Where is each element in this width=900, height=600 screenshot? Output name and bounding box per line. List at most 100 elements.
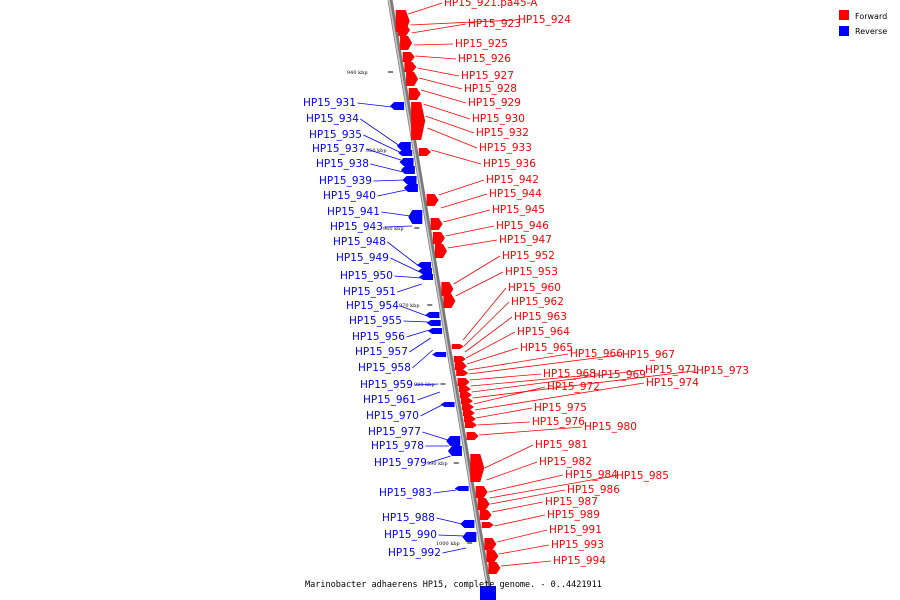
forward-gene-label[interactable]: HP15_968 bbox=[543, 368, 596, 380]
reverse-gene-label[interactable]: HP15_937 bbox=[312, 143, 365, 155]
reverse-gene-feature[interactable] bbox=[402, 176, 417, 184]
forward-gene-feature[interactable] bbox=[400, 36, 413, 50]
forward-gene-label[interactable]: HP15_989 bbox=[547, 509, 600, 521]
forward-gene-label[interactable]: HP15_930 bbox=[472, 113, 525, 125]
reverse-gene-label[interactable]: HP15_943 bbox=[330, 221, 383, 233]
reverse-gene-label[interactable]: HP15_959 bbox=[360, 379, 413, 391]
forward-gene-feature[interactable] bbox=[441, 282, 454, 296]
reverse-gene-label[interactable]: HP15_958 bbox=[358, 362, 411, 374]
reverse-gene-label[interactable]: HP15_990 bbox=[384, 529, 437, 541]
forward-gene-feature[interactable] bbox=[406, 72, 419, 86]
reverse-gene-label[interactable]: HP15_948 bbox=[333, 236, 386, 248]
forward-gene-label[interactable]: HP15_923 bbox=[468, 18, 521, 30]
reverse-gene-label[interactable]: HP15_950 bbox=[340, 270, 393, 282]
forward-gene-label[interactable]: HP15_974 bbox=[646, 377, 699, 389]
forward-gene-feature[interactable] bbox=[488, 562, 501, 574]
reverse-gene-feature[interactable] bbox=[417, 262, 432, 268]
reverse-gene-label[interactable]: HP15_954 bbox=[346, 300, 399, 312]
reverse-gene-feature[interactable] bbox=[447, 446, 462, 456]
forward-gene-label[interactable]: HP15_991 bbox=[549, 524, 602, 536]
reverse-gene-label[interactable]: HP15_956 bbox=[352, 331, 405, 343]
forward-gene-feature[interactable] bbox=[459, 392, 472, 398]
forward-gene-label[interactable]: HP15_944 bbox=[489, 188, 542, 200]
reverse-gene-label[interactable]: HP15_934 bbox=[306, 113, 359, 125]
reverse-gene-label[interactable]: HP15_957 bbox=[355, 346, 408, 358]
forward-gene-feature[interactable] bbox=[457, 378, 470, 386]
forward-gene-feature[interactable] bbox=[432, 232, 445, 244]
forward-gene-feature[interactable] bbox=[430, 218, 443, 230]
forward-gene-label[interactable]: HP15_964 bbox=[517, 326, 570, 338]
reverse-gene-label[interactable]: HP15_977 bbox=[368, 426, 421, 438]
forward-gene-label[interactable]: HP15_986 bbox=[567, 484, 620, 496]
reverse-gene-feature[interactable] bbox=[480, 586, 496, 600]
forward-gene-label[interactable]: HP15_963 bbox=[514, 311, 567, 323]
forward-gene-label[interactable]: HP15_946 bbox=[496, 220, 549, 232]
forward-gene-label[interactable]: HP15_921.pa45-A bbox=[444, 0, 538, 9]
reverse-gene-feature[interactable] bbox=[408, 210, 423, 224]
forward-gene-label[interactable]: HP15_947 bbox=[499, 234, 552, 246]
reverse-gene-label[interactable]: HP15_970 bbox=[366, 410, 419, 422]
forward-gene-feature[interactable] bbox=[418, 148, 431, 156]
forward-gene-label[interactable]: HP15_972 bbox=[547, 381, 600, 393]
forward-gene-label[interactable]: HP15_994 bbox=[553, 555, 606, 567]
forward-gene-label[interactable]: HP15_925 bbox=[455, 38, 508, 50]
reverse-gene-label[interactable]: HP15_961 bbox=[363, 394, 416, 406]
forward-gene-feature[interactable] bbox=[479, 510, 492, 520]
reverse-gene-feature[interactable] bbox=[462, 532, 477, 542]
forward-gene-feature[interactable] bbox=[443, 294, 456, 308]
forward-gene-label[interactable]: HP15_924 bbox=[518, 14, 571, 26]
forward-gene-feature[interactable] bbox=[411, 102, 426, 140]
forward-gene-label[interactable]: HP15_980 bbox=[584, 421, 637, 433]
reverse-gene-feature[interactable] bbox=[399, 158, 414, 166]
forward-gene-feature[interactable] bbox=[462, 410, 475, 416]
forward-gene-label[interactable]: HP15_953 bbox=[505, 266, 558, 278]
forward-gene-label[interactable]: HP15_982 bbox=[539, 456, 592, 468]
forward-gene-feature[interactable] bbox=[456, 370, 469, 376]
forward-gene-feature[interactable] bbox=[466, 432, 479, 440]
forward-gene-label[interactable]: HP15_971 bbox=[645, 364, 698, 376]
forward-gene-feature[interactable] bbox=[484, 538, 497, 550]
forward-gene-label[interactable]: HP15_928 bbox=[464, 83, 517, 95]
forward-gene-feature[interactable] bbox=[470, 454, 485, 482]
forward-gene-feature[interactable] bbox=[454, 362, 467, 370]
forward-gene-feature[interactable] bbox=[451, 344, 464, 349]
forward-gene-label[interactable]: HP15_927 bbox=[461, 70, 514, 82]
forward-gene-feature[interactable] bbox=[486, 550, 499, 562]
forward-gene-feature[interactable] bbox=[458, 386, 471, 392]
forward-gene-label[interactable]: HP15_976 bbox=[532, 416, 585, 428]
reverse-gene-feature[interactable] bbox=[454, 486, 469, 491]
forward-gene-label[interactable]: HP15_981 bbox=[535, 439, 588, 451]
reverse-gene-feature[interactable] bbox=[440, 402, 455, 407]
reverse-gene-label[interactable]: HP15_941 bbox=[327, 206, 380, 218]
forward-gene-feature[interactable] bbox=[481, 522, 494, 528]
forward-gene-label[interactable]: HP15_987 bbox=[545, 496, 598, 508]
reverse-gene-label[interactable]: HP15_983 bbox=[379, 487, 432, 499]
forward-gene-label[interactable]: HP15_933 bbox=[479, 142, 532, 154]
forward-gene-label[interactable]: HP15_945 bbox=[492, 204, 545, 216]
reverse-gene-label[interactable]: HP15_949 bbox=[336, 252, 389, 264]
reverse-gene-label[interactable]: HP15_931 bbox=[303, 97, 356, 109]
reverse-gene-feature[interactable] bbox=[396, 142, 411, 150]
reverse-gene-feature[interactable] bbox=[460, 520, 475, 528]
forward-gene-label[interactable]: HP15_929 bbox=[468, 97, 521, 109]
reverse-gene-label[interactable]: HP15_940 bbox=[323, 190, 376, 202]
forward-gene-label[interactable]: HP15_966 bbox=[570, 348, 623, 360]
forward-gene-label[interactable]: HP15_936 bbox=[483, 158, 536, 170]
forward-gene-label[interactable]: HP15_965 bbox=[520, 342, 573, 354]
forward-gene-feature[interactable] bbox=[398, 24, 411, 36]
forward-gene-label[interactable]: HP15_973 bbox=[696, 365, 749, 377]
forward-gene-feature[interactable] bbox=[434, 244, 447, 258]
reverse-gene-feature[interactable] bbox=[403, 184, 418, 192]
forward-gene-label[interactable]: HP15_952 bbox=[502, 250, 555, 262]
forward-gene-label[interactable]: HP15_962 bbox=[511, 296, 564, 308]
reverse-gene-label[interactable]: HP15_935 bbox=[309, 129, 362, 141]
forward-gene-feature[interactable] bbox=[460, 398, 473, 404]
forward-gene-label[interactable]: HP15_926 bbox=[458, 53, 511, 65]
forward-gene-label[interactable]: HP15_975 bbox=[534, 402, 587, 414]
reverse-gene-label[interactable]: HP15_955 bbox=[349, 315, 402, 327]
forward-gene-feature[interactable] bbox=[453, 356, 466, 362]
reverse-gene-label[interactable]: HP15_938 bbox=[316, 158, 369, 170]
reverse-gene-feature[interactable] bbox=[418, 268, 433, 274]
reverse-gene-feature[interactable] bbox=[419, 274, 434, 280]
reverse-gene-feature[interactable] bbox=[428, 328, 443, 334]
